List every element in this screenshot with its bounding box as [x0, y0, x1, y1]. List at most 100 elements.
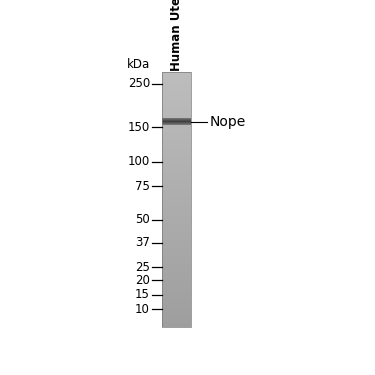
Bar	[162, 311, 191, 312]
Bar	[162, 210, 191, 211]
Text: 150: 150	[128, 121, 150, 134]
Bar	[162, 159, 191, 160]
Bar	[162, 243, 191, 244]
Bar	[162, 227, 191, 228]
Bar	[162, 267, 191, 268]
Bar	[162, 112, 191, 113]
Bar	[162, 316, 191, 317]
Bar	[162, 303, 191, 304]
Bar	[162, 300, 191, 301]
Bar	[162, 111, 191, 112]
Bar	[162, 305, 191, 306]
Bar	[162, 301, 191, 302]
Bar	[162, 195, 191, 196]
Bar	[162, 94, 191, 95]
Bar	[162, 168, 191, 169]
Bar	[162, 143, 191, 144]
Bar	[162, 160, 191, 161]
Text: 10: 10	[135, 303, 150, 316]
Bar	[162, 116, 191, 117]
Bar	[162, 294, 191, 295]
Bar	[162, 83, 191, 84]
Bar	[162, 233, 191, 234]
Text: 100: 100	[128, 156, 150, 168]
Bar	[162, 249, 191, 250]
Bar	[162, 97, 191, 98]
Bar	[162, 154, 191, 155]
Bar	[162, 213, 191, 214]
Bar	[162, 270, 191, 271]
Bar	[162, 277, 191, 278]
Bar	[162, 309, 191, 310]
Bar	[162, 188, 191, 189]
Bar	[162, 115, 191, 116]
Bar	[162, 296, 191, 297]
Bar	[162, 319, 191, 320]
Bar	[162, 75, 191, 76]
Bar	[162, 268, 191, 269]
Bar	[162, 95, 191, 96]
Text: 75: 75	[135, 180, 150, 193]
Bar	[162, 217, 191, 218]
Bar	[162, 219, 191, 220]
Bar	[162, 295, 191, 296]
Bar	[162, 304, 191, 305]
Bar	[162, 72, 191, 73]
Bar	[162, 273, 191, 274]
Bar	[162, 298, 191, 299]
Bar	[162, 287, 191, 288]
Bar	[162, 259, 191, 260]
Text: 250: 250	[128, 78, 150, 90]
Bar	[162, 171, 191, 172]
Bar	[162, 161, 191, 162]
Bar	[162, 138, 191, 139]
Bar	[162, 149, 191, 150]
Bar	[162, 90, 191, 91]
Bar	[162, 256, 191, 257]
Bar	[162, 197, 191, 198]
Bar	[162, 272, 191, 273]
Bar	[162, 145, 191, 146]
Bar	[162, 297, 191, 298]
Bar	[162, 293, 191, 294]
Bar	[162, 189, 191, 190]
Bar	[162, 262, 191, 263]
Bar	[162, 203, 191, 204]
Bar	[162, 257, 191, 258]
Bar	[162, 118, 191, 119]
Bar	[162, 224, 191, 225]
Bar	[162, 181, 191, 182]
Bar	[162, 278, 191, 279]
Bar	[162, 135, 191, 136]
Bar	[162, 179, 191, 180]
Bar	[162, 80, 191, 81]
Bar	[162, 218, 191, 219]
Bar	[162, 258, 191, 259]
Bar	[162, 250, 191, 251]
Bar	[162, 246, 191, 247]
Bar	[162, 286, 191, 287]
Bar	[162, 220, 191, 221]
Bar	[162, 235, 191, 236]
Bar	[162, 89, 191, 90]
Bar	[162, 276, 191, 277]
Bar	[162, 202, 191, 203]
Bar	[162, 177, 191, 178]
Bar	[162, 205, 191, 206]
Bar	[162, 122, 191, 123]
Bar	[162, 123, 191, 124]
Bar	[162, 226, 191, 227]
Bar	[162, 269, 191, 270]
Bar	[162, 230, 191, 231]
Bar	[162, 186, 191, 187]
Bar	[162, 191, 191, 192]
Bar	[162, 206, 191, 207]
Bar	[162, 93, 191, 94]
Text: 20: 20	[135, 274, 150, 287]
Bar	[162, 167, 191, 168]
Bar	[162, 307, 191, 308]
Bar	[162, 166, 191, 167]
Bar	[162, 240, 191, 241]
Bar	[162, 134, 191, 135]
Bar	[162, 242, 191, 243]
